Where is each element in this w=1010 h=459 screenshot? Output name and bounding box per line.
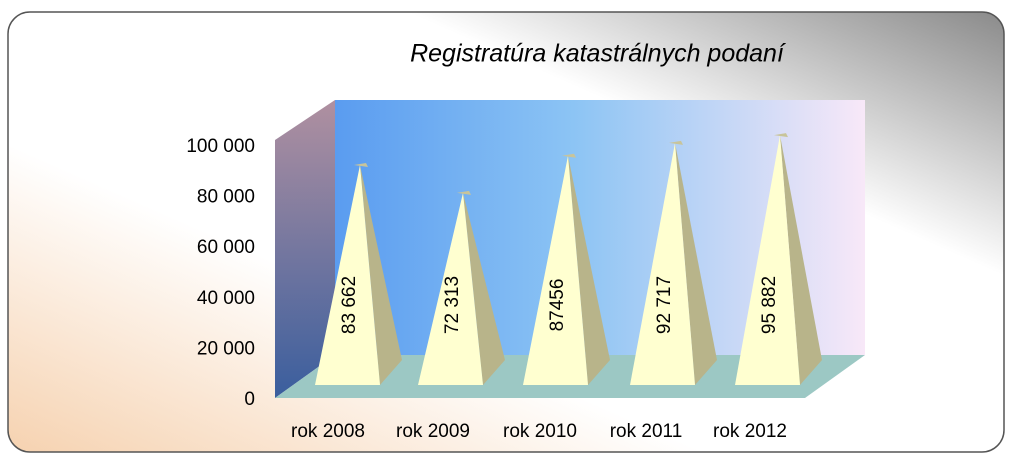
y-tick-label: 100 000 bbox=[186, 136, 255, 157]
pyramid-side bbox=[463, 192, 505, 385]
pyramid-side bbox=[360, 165, 402, 385]
pyramid-side bbox=[780, 135, 822, 385]
x-tick-label: rok 2008 bbox=[291, 421, 365, 442]
pyramid bbox=[315, 165, 380, 385]
pyramid-top bbox=[669, 140, 683, 145]
y-tick-label: 20 000 bbox=[197, 338, 255, 359]
x-tick-label: rok 2010 bbox=[503, 421, 577, 442]
data-label: 92 717 bbox=[654, 276, 675, 334]
x-tick-label: rok 2012 bbox=[713, 421, 787, 442]
pyramid-top bbox=[457, 190, 471, 195]
x-tick-label: rok 2011 bbox=[610, 421, 683, 442]
pyramid-top bbox=[562, 153, 576, 158]
y-tick-label: 40 000 bbox=[197, 288, 255, 309]
pyramid-side bbox=[675, 142, 717, 385]
y-tick-label: 0 bbox=[244, 389, 255, 410]
data-label: 95 882 bbox=[759, 276, 780, 334]
y-tick-label: 60 000 bbox=[197, 237, 255, 258]
data-label: 87456 bbox=[547, 279, 568, 332]
pyramid bbox=[418, 192, 483, 385]
chart-title: Registratúra katastrálnych podaní bbox=[410, 40, 786, 68]
pyramid-top bbox=[774, 133, 788, 138]
x-tick-label: rok 2009 bbox=[396, 421, 470, 442]
pyramid bbox=[735, 135, 800, 385]
pyramid bbox=[630, 142, 695, 385]
pyramid bbox=[523, 155, 588, 385]
pyramid-side bbox=[568, 155, 610, 385]
y-tick-label: 80 000 bbox=[197, 187, 255, 208]
side-wall bbox=[275, 100, 335, 398]
pyramid-top bbox=[354, 163, 368, 168]
data-label: 72 313 bbox=[442, 276, 463, 334]
data-label: 83 662 bbox=[339, 276, 360, 334]
